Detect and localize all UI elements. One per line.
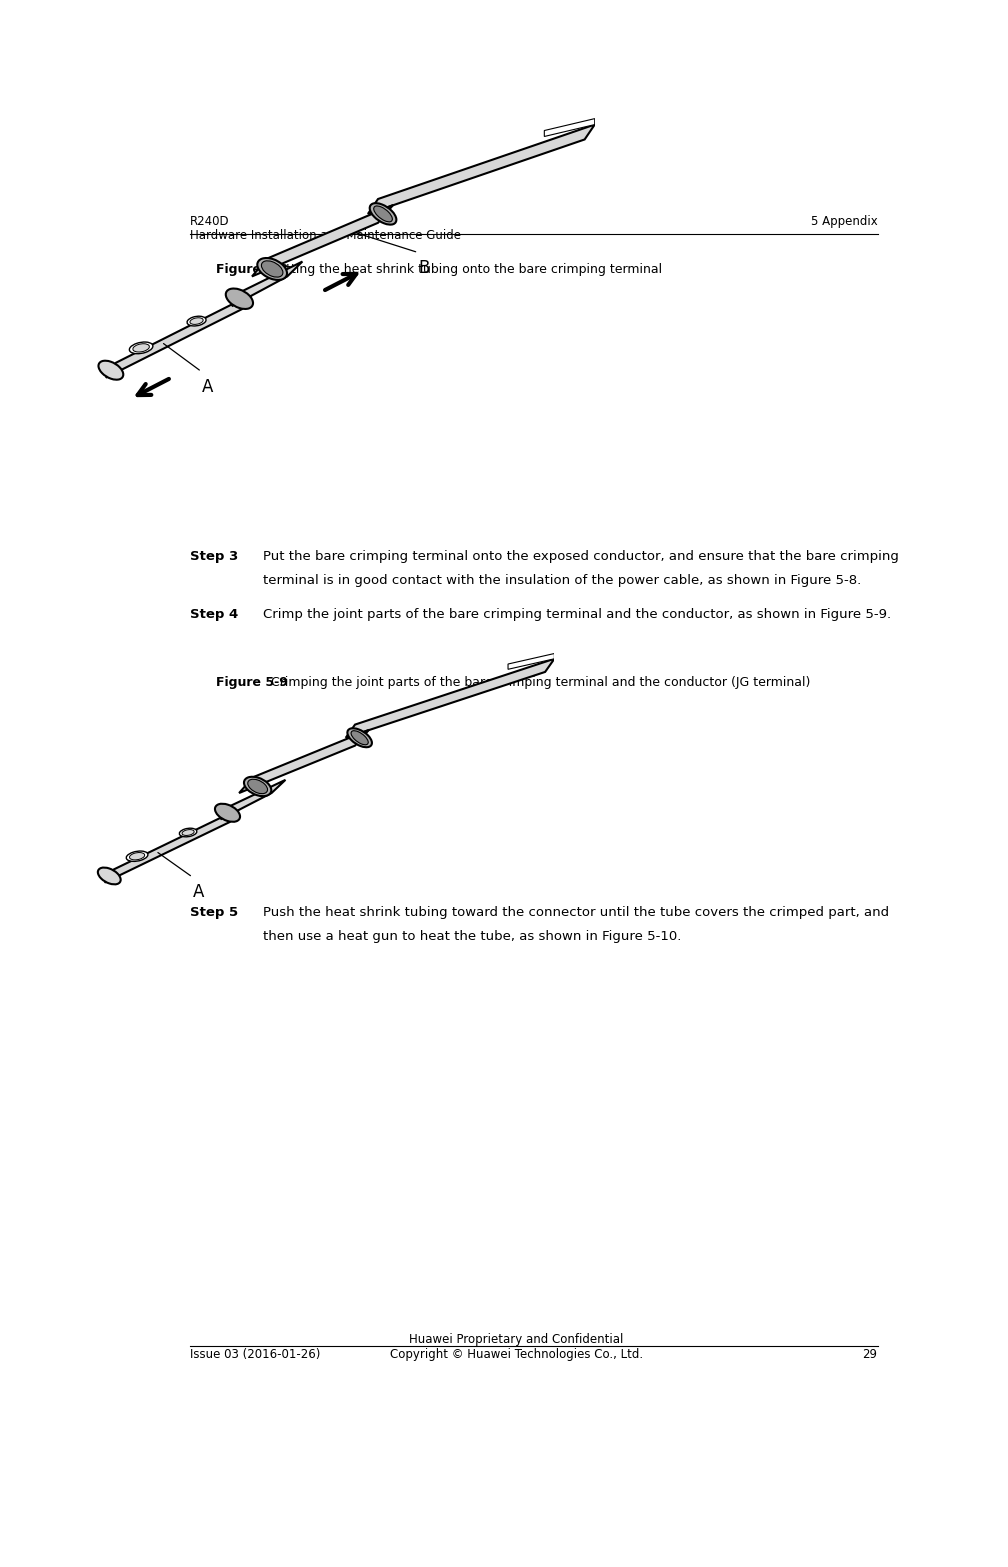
Text: Put the bare crimping terminal onto the exposed conductor, and ensure that the b: Put the bare crimping terminal onto the … — [263, 550, 898, 563]
Ellipse shape — [374, 205, 392, 223]
Ellipse shape — [351, 730, 368, 744]
Ellipse shape — [98, 868, 121, 884]
Text: Step 5: Step 5 — [191, 906, 238, 918]
Polygon shape — [106, 295, 252, 378]
Ellipse shape — [257, 259, 287, 280]
Text: 29: 29 — [863, 1348, 878, 1360]
Ellipse shape — [179, 829, 197, 837]
Ellipse shape — [215, 804, 240, 821]
Ellipse shape — [129, 852, 145, 860]
Ellipse shape — [248, 779, 267, 793]
Text: Putting the heat shrink tubing onto the bare crimping terminal: Putting the heat shrink tubing onto the … — [267, 263, 662, 276]
Polygon shape — [105, 809, 239, 882]
Text: terminal is in good contact with the insulation of the power cable, as shown in : terminal is in good contact with the ins… — [263, 574, 861, 588]
Ellipse shape — [182, 829, 195, 835]
Ellipse shape — [129, 342, 153, 354]
Polygon shape — [232, 262, 302, 306]
Text: then use a heat gun to heat the tube, as shown in Figure 5-10.: then use a heat gun to heat the tube, as… — [263, 931, 681, 943]
Text: Crimping the joint parts of the bare crimping terminal and the conductor (JG ter: Crimping the joint parts of the bare cri… — [267, 675, 810, 688]
Text: Crimp the joint parts of the bare crimping terminal and the conductor, as shown : Crimp the joint parts of the bare crimpi… — [263, 608, 891, 621]
Text: Huawei Proprietary and Confidential
Copyright © Huawei Technologies Co., Ltd.: Huawei Proprietary and Confidential Copy… — [390, 1334, 643, 1360]
Ellipse shape — [126, 851, 148, 862]
Polygon shape — [221, 780, 285, 820]
Ellipse shape — [190, 318, 204, 324]
Ellipse shape — [348, 729, 372, 747]
Ellipse shape — [261, 260, 283, 277]
Ellipse shape — [99, 360, 123, 379]
Text: Figure 5-9: Figure 5-9 — [216, 675, 287, 688]
Ellipse shape — [370, 204, 396, 224]
Polygon shape — [346, 658, 554, 738]
Ellipse shape — [133, 343, 149, 353]
Text: A: A — [202, 378, 213, 395]
Polygon shape — [368, 125, 595, 213]
Text: B: B — [418, 259, 429, 276]
Polygon shape — [252, 205, 393, 276]
Polygon shape — [544, 119, 595, 136]
Ellipse shape — [187, 317, 206, 326]
Ellipse shape — [226, 288, 253, 309]
Text: 5 Appendix: 5 Appendix — [810, 215, 878, 227]
Polygon shape — [239, 730, 369, 793]
Text: Step 4: Step 4 — [191, 608, 238, 621]
Text: A: A — [193, 882, 204, 901]
Text: Figure 5-8: Figure 5-8 — [216, 263, 287, 276]
Polygon shape — [508, 653, 554, 669]
Text: Step 3: Step 3 — [191, 550, 238, 563]
Text: Hardware Installation and Maintenance Guide: Hardware Installation and Maintenance Gu… — [191, 229, 461, 241]
Ellipse shape — [244, 777, 271, 796]
Text: Issue 03 (2016-01-26): Issue 03 (2016-01-26) — [191, 1348, 321, 1360]
Text: R240D: R240D — [191, 215, 230, 227]
Text: Push the heat shrink tubing toward the connector until the tube covers the crimp: Push the heat shrink tubing toward the c… — [263, 906, 889, 918]
